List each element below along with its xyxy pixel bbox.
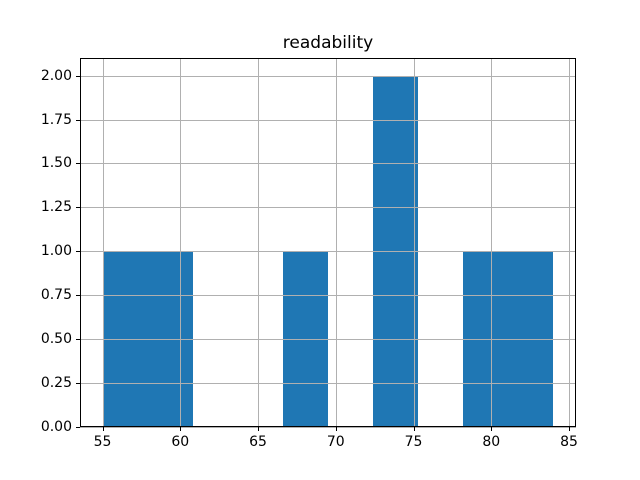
histogram-bar (373, 75, 419, 427)
y-gridline (80, 163, 576, 165)
x-gridline (413, 58, 415, 427)
y-tick-label: 1.75 (40, 111, 72, 128)
y-tick-mark (76, 75, 80, 77)
y-gridline (80, 251, 576, 253)
x-tick-label: 60 (171, 434, 190, 450)
x-tick-mark (102, 427, 104, 431)
x-gridline (569, 58, 570, 427)
y-tick-label: 0.00 (40, 419, 72, 435)
x-gridline (335, 58, 337, 427)
y-tick-mark (76, 251, 80, 253)
y-tick-mark (76, 427, 80, 428)
y-tick-mark (76, 119, 80, 121)
y-tick-mark (76, 207, 80, 209)
x-tick-mark (335, 427, 337, 431)
x-gridline (491, 58, 493, 427)
y-gridline (80, 75, 576, 77)
y-tick-label: 0.75 (40, 287, 72, 304)
y-tick-label: 1.25 (40, 199, 72, 216)
y-gridline (80, 295, 576, 297)
x-tick-label: 65 (249, 434, 267, 450)
x-tick-label: 85 (560, 434, 578, 450)
histogram-bar (102, 251, 193, 427)
y-tick-label: 0.50 (40, 331, 72, 348)
y-gridline (80, 119, 576, 121)
y-tick-label: 2.00 (40, 67, 72, 84)
x-tick-mark (491, 427, 493, 431)
x-gridline (180, 58, 182, 427)
y-tick-label: 0.25 (40, 375, 72, 392)
y-gridline (80, 383, 576, 385)
histogram-bar (282, 251, 328, 427)
y-gridline (80, 339, 576, 341)
plot-area (80, 58, 576, 428)
x-tick-label: 70 (326, 434, 345, 450)
x-tick-label: 75 (404, 434, 423, 450)
x-tick-mark (180, 427, 182, 431)
y-tick-mark (76, 295, 80, 297)
chart-title: readability (282, 33, 374, 53)
x-tick-mark (413, 427, 415, 431)
x-gridline (102, 58, 104, 427)
y-tick-mark (76, 383, 80, 385)
histogram-bar (463, 251, 554, 427)
x-gridline (258, 58, 260, 427)
y-gridline (80, 427, 576, 428)
y-tick-mark (76, 163, 80, 165)
x-tick-mark (569, 427, 570, 431)
x-tick-mark (258, 427, 260, 431)
y-tick-mark (76, 339, 80, 341)
x-tick-label: 55 (93, 434, 112, 450)
y-tick-label: 1.00 (40, 243, 72, 260)
y-tick-label: 1.50 (40, 155, 72, 172)
y-gridline (80, 207, 576, 209)
x-tick-label: 80 (482, 434, 501, 450)
